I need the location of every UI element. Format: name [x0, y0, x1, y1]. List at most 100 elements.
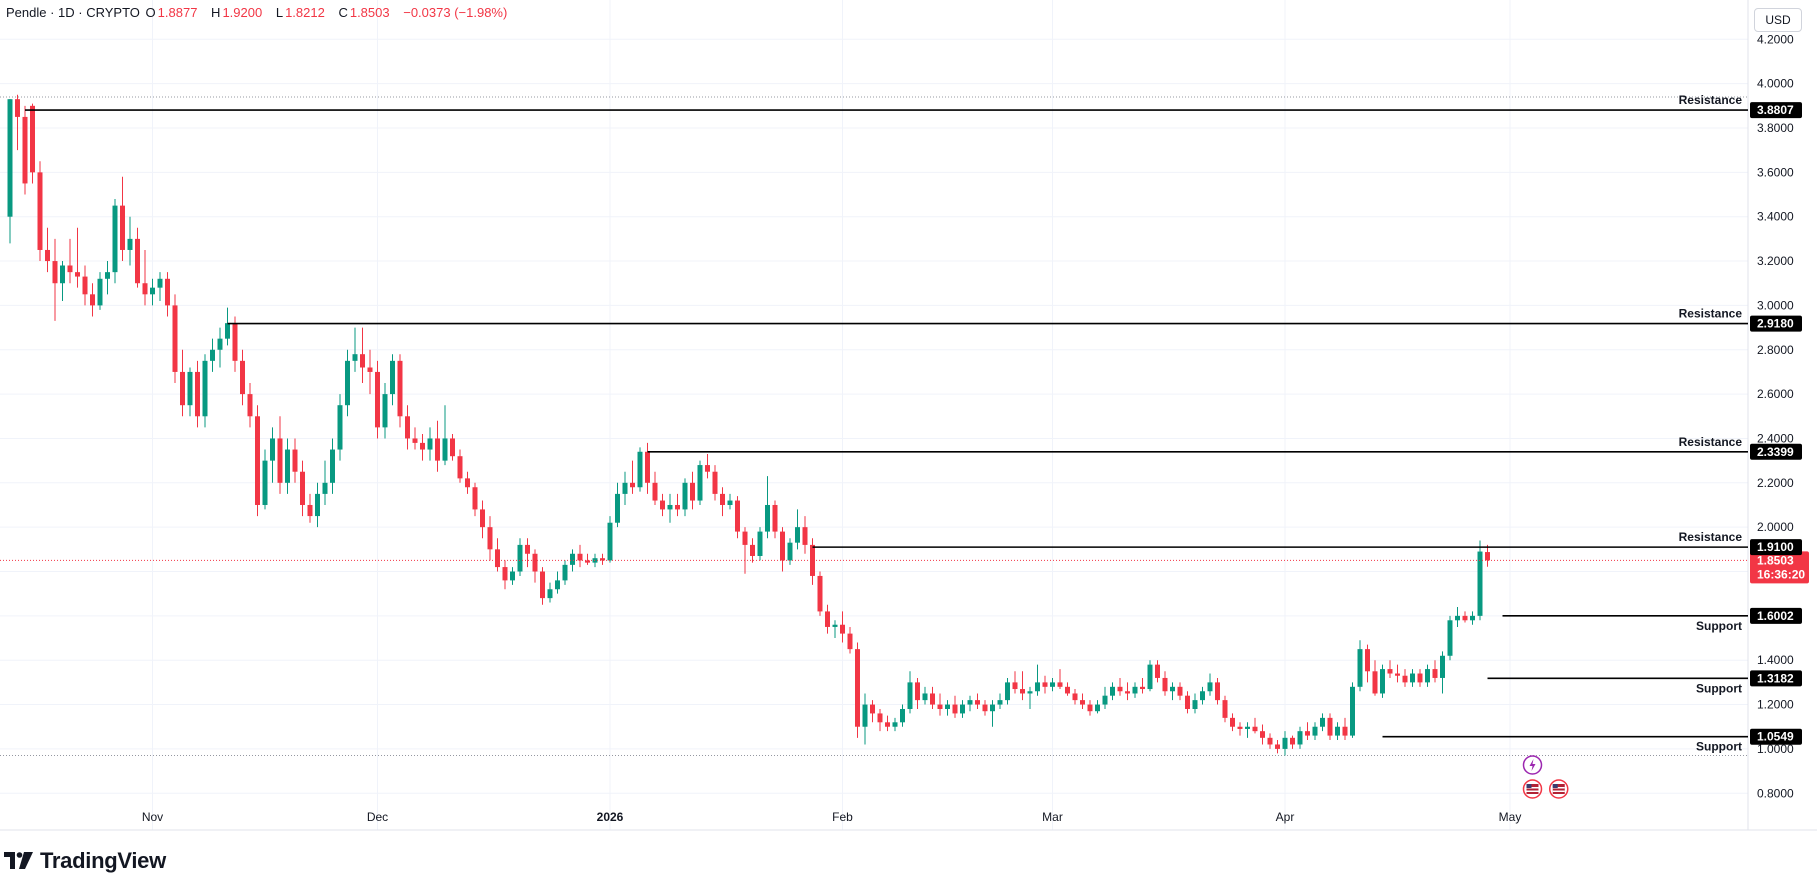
candle-body: [622, 482, 628, 494]
candle-body: [900, 708, 905, 723]
candle-body: [990, 704, 995, 712]
candle-body: [382, 394, 388, 428]
open-label: O: [145, 5, 156, 20]
candlesticks: [7, 94, 1490, 756]
candle-body: [1372, 671, 1378, 694]
x-tick-label: Dec: [367, 810, 388, 824]
level-price-label: 2.9180: [1757, 317, 1794, 331]
time-axis[interactable]: Nov Dec 2026 Feb Mar Apr May: [142, 810, 1522, 824]
level-price-label: 1.3182: [1757, 671, 1794, 685]
currency-button[interactable]: USD: [1754, 8, 1802, 32]
candle-body: [217, 338, 223, 350]
candle-body: [825, 611, 830, 627]
y-tick-label: 2.2000: [1757, 476, 1794, 490]
candle-body: [270, 438, 275, 461]
candle-body: [1102, 695, 1108, 705]
candle-body: [1117, 686, 1123, 692]
symbol-label[interactable]: Pendle · 1D · CRYPTO: [6, 5, 140, 20]
candle-body: [255, 416, 260, 505]
candle-body: [540, 571, 545, 599]
candle-body: [1125, 691, 1130, 694]
y-tick-label: 1.0000: [1757, 742, 1794, 756]
y-tick-label: 2.4000: [1757, 431, 1794, 445]
candle-body: [1185, 695, 1190, 709]
countdown-label: 16:36:20: [1757, 567, 1805, 581]
candle-body: [210, 349, 215, 361]
candle-body: [22, 116, 28, 184]
candle-body: [667, 504, 673, 510]
y-tick-label: 4.2000: [1757, 32, 1794, 46]
candle-body: [1110, 686, 1115, 696]
candle-body: [30, 105, 35, 173]
candle-body: [1245, 726, 1250, 729]
candle-body: [1417, 673, 1423, 683]
y-tick-label: 2.0000: [1757, 520, 1794, 534]
candle-body: [127, 238, 133, 250]
candle-body: [1230, 717, 1235, 727]
candle-body: [1087, 704, 1093, 712]
candle-body: [1027, 691, 1033, 694]
tradingview-logo[interactable]: TradingView: [4, 848, 166, 874]
candle-body: [690, 482, 695, 501]
candle-body: [510, 571, 515, 581]
level-label: Resistance: [1679, 93, 1743, 107]
tradingview-logo-text: TradingView: [40, 848, 166, 873]
candle-body: [300, 471, 305, 505]
current-price-label: 1.8503: [1757, 553, 1794, 567]
candle-body: [1222, 700, 1228, 718]
candle-body: [1357, 649, 1363, 687]
candle-body: [420, 442, 425, 450]
candle-body: [82, 276, 88, 295]
candle-body: [945, 704, 950, 709]
candle-body: [525, 544, 530, 554]
close-label: C: [338, 5, 348, 20]
level-price-badge: [1750, 539, 1802, 556]
low-label: L: [275, 5, 284, 20]
candle-body: [195, 371, 200, 417]
open-value: 1.8877: [157, 5, 198, 20]
candle-body: [937, 704, 943, 709]
candle-body: [1260, 731, 1265, 738]
candle-body: [795, 527, 800, 543]
candle-body: [832, 624, 838, 627]
candle-body: [742, 531, 748, 545]
candle-body: [262, 460, 268, 505]
level-price-badge: [1750, 670, 1802, 687]
candle-body: [90, 294, 95, 306]
candle-body: [1140, 686, 1145, 690]
low-value: 1.8212: [285, 5, 325, 20]
candle-body: [442, 438, 448, 461]
candle-body: [532, 553, 538, 572]
candle-body: [885, 722, 890, 727]
candle-body: [840, 624, 845, 634]
candle-body: [1192, 700, 1198, 709]
price-axis[interactable]: 4.2000 4.0000 3.8000 3.6000 3.4000 3.2000 3.00…: [1750, 32, 1809, 800]
support-resistance-levels: Resistance Resistance Resistance Resistance…: [0, 93, 1748, 754]
y-tick-label: 0.8000: [1757, 786, 1794, 800]
candle-body: [600, 558, 605, 561]
candle-body: [1005, 682, 1010, 701]
candle-body: [15, 99, 20, 117]
candle-body: [547, 589, 553, 599]
candle-body: [1155, 664, 1160, 678]
level-price-label: 3.8807: [1757, 103, 1794, 117]
candle-body: [1447, 620, 1453, 656]
candle-body: [1297, 731, 1303, 745]
x-tick-label: May: [1499, 810, 1522, 824]
candle-body: [877, 713, 883, 723]
candle-body: [457, 456, 463, 479]
level-price-badge: [1750, 102, 1802, 119]
candle-body: [345, 360, 350, 406]
candle-body: [412, 438, 418, 443]
candle-body: [982, 704, 988, 712]
candle-body: [1432, 669, 1438, 678]
candle-body: [390, 360, 395, 395]
candle-body: [247, 394, 253, 417]
candle-body: [607, 522, 613, 561]
candle-body: [750, 544, 755, 556]
candle-body: [922, 693, 928, 701]
close-value: 1.8503: [349, 5, 390, 20]
candle-body: [502, 567, 508, 581]
candle-body: [1320, 717, 1325, 727]
